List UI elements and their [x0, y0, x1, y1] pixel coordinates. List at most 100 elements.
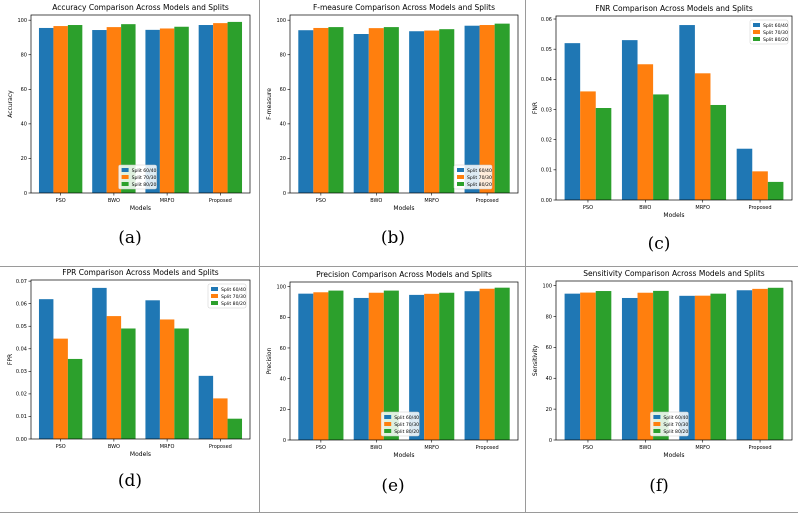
x-tick-label: BWO: [639, 205, 651, 211]
bar-proposed-split-80-20: [227, 21, 243, 193]
bar-proposed-split-80-20: [767, 181, 784, 200]
panel-label-c: (c): [647, 234, 671, 254]
legend-swatch-split-70-30: [211, 294, 218, 298]
legend-label-split-70-30: Split 70/30: [132, 175, 157, 181]
bar-proposed-split-80-20: [494, 287, 510, 440]
bar-mrfo-split-80-20: [710, 104, 727, 200]
bar-bwo-split-70-30: [637, 292, 654, 440]
y-tick-label: 0.01: [541, 168, 552, 174]
chart-title: Sensitivity Comparison Across Models and…: [583, 269, 764, 278]
bar-proposed-split-70-30: [752, 288, 768, 440]
y-tick-label: 80: [280, 53, 286, 59]
x-tick-label: BWO: [370, 445, 382, 451]
x-tick-label: Proposed: [209, 444, 232, 450]
bar-bwo-split-70-30: [368, 28, 384, 193]
x-tick-label: MRFO: [160, 198, 175, 204]
legend-swatch-split-80-20: [753, 37, 760, 41]
legend-swatch-split-80-20: [457, 182, 464, 186]
bar-bwo-split-70-30: [637, 64, 654, 200]
bar-proposed-split-70-30: [479, 288, 495, 440]
legend-label-split-80-20: Split 80/20: [394, 429, 419, 435]
bar-bwo-split-60-40: [621, 40, 638, 200]
y-axis-label: F-measure: [266, 88, 273, 120]
y-tick-label: 0: [283, 191, 286, 197]
y-tick-label: 60: [280, 87, 286, 93]
plot-frame: [289, 281, 519, 441]
bar-mrfo-split-60-40: [679, 25, 695, 200]
legend-swatch-split-60-40: [384, 415, 392, 419]
x-tick-label: PSO: [56, 198, 66, 204]
bar-pso-split-60-40: [38, 299, 54, 439]
panel-label-d: (d): [117, 471, 143, 491]
x-tick-label: PSO: [583, 205, 593, 211]
panel-label-a: (a): [118, 228, 142, 248]
bar-pso-split-70-30: [580, 91, 596, 200]
legend-swatch-split-80-20: [211, 301, 218, 305]
y-tick-label: 20: [280, 156, 286, 162]
x-axis-label: Models: [393, 452, 414, 459]
panel-accuracy: Accuracy Comparison Across Models and Sp…: [0, 0, 259, 266]
x-axis-label: Models: [663, 452, 684, 459]
x-tick-label: Proposed: [476, 198, 499, 204]
x-axis-label: Models: [130, 205, 151, 212]
legend-label-split-80-20: Split 80/20: [467, 182, 492, 188]
chart-fpr: FPR Comparison Across Models and Splits 0…: [7, 268, 251, 458]
legend-label-split-70-30: Split 70/30: [394, 422, 419, 428]
legend-label-split-80-20: Split 80/20: [221, 301, 246, 307]
bar-mrfo-split-60-40: [679, 295, 695, 440]
bar-pso-split-70-30: [53, 26, 68, 194]
bar-proposed-split-70-30: [479, 25, 495, 193]
divider-vertical-right: [525, 0, 526, 513]
y-tick-label: 0.00: [16, 437, 27, 443]
legend-swatch-split-80-20: [384, 429, 392, 433]
bar-pso-split-80-20: [328, 27, 344, 193]
y-tick-label: 40: [280, 376, 286, 382]
x-tick-label: BWO: [108, 198, 120, 204]
plot-frame: [289, 14, 519, 194]
chart-title: Accuracy Comparison Across Models and Sp…: [52, 3, 229, 12]
bar-proposed-split-60-40: [736, 148, 753, 200]
bar-proposed-split-80-20: [767, 287, 784, 440]
y-tick-label: 80: [21, 53, 27, 59]
x-tick-label: MRFO: [695, 205, 710, 211]
divider-vertical-left: [259, 0, 260, 513]
bar-bwo-split-80-20: [121, 24, 136, 193]
legend-swatch-split-60-40: [121, 168, 129, 172]
panel-label-e: (e): [381, 476, 405, 496]
bar-proposed-split-70-30: [213, 398, 228, 439]
chart-title: Precision Comparison Across Models and S…: [316, 270, 492, 279]
bar-mrfo-split-60-40: [409, 31, 425, 193]
x-tick-label: MRFO: [424, 445, 439, 451]
bar-proposed-split-60-40: [736, 290, 753, 440]
bar-proposed-split-60-40: [198, 375, 214, 439]
bar-pso-split-60-40: [38, 27, 54, 194]
bar-mrfo-split-80-20: [439, 29, 455, 194]
x-axis-label: Models: [663, 212, 684, 219]
bar-mrfo-split-70-30: [424, 30, 440, 193]
chart-fnr: FNR Comparison Across Models and Splits 0…: [532, 4, 793, 219]
x-tick-label: MRFO: [695, 445, 710, 451]
plot-frame: [30, 279, 251, 440]
y-tick-label: 0.05: [16, 324, 27, 330]
legend-label-split-80-20: Split 80/20: [663, 429, 688, 435]
bar-bwo-split-70-30: [368, 292, 384, 440]
y-tick-label: 100: [276, 284, 286, 290]
y-axis-label: FPR: [7, 354, 14, 365]
bar-bwo-split-60-40: [353, 34, 369, 194]
y-tick-label: 0.06: [16, 301, 27, 307]
legend-label-split-70-30: Split 70/30: [763, 30, 788, 36]
x-tick-label: MRFO: [424, 198, 439, 204]
x-tick-label: BWO: [370, 198, 382, 204]
bar-mrfo-split-80-20: [174, 26, 189, 193]
legend-swatch-split-60-40: [753, 23, 760, 27]
bar-bwo-split-70-30: [106, 27, 122, 193]
x-tick-label: MRFO: [160, 444, 175, 450]
y-tick-label: 100: [276, 18, 286, 24]
x-tick-label: Proposed: [476, 445, 499, 451]
legend-swatch-split-70-30: [653, 422, 661, 426]
y-axis-label: Accuracy: [7, 90, 14, 118]
bar-bwo-split-60-40: [92, 30, 107, 194]
y-tick-label: 40: [21, 122, 27, 128]
